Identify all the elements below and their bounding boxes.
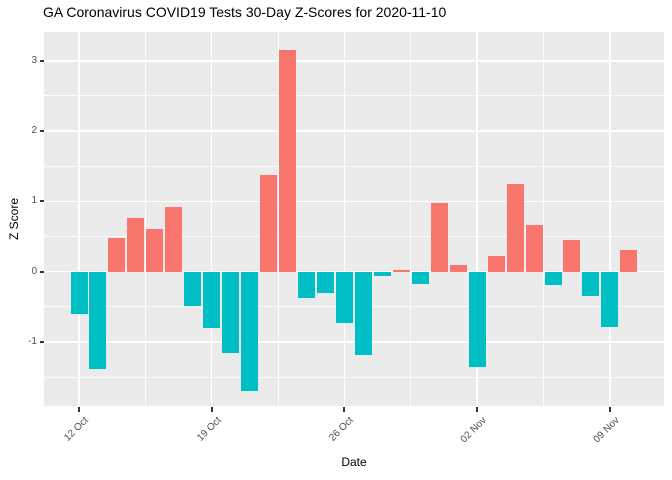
bar <box>411 271 429 285</box>
bar <box>601 271 619 327</box>
major-gridline-vertical <box>609 32 611 406</box>
x-axis-tick <box>210 407 213 412</box>
x-tick-label: 02 Nov <box>458 415 489 446</box>
minor-gridline-vertical <box>277 32 279 406</box>
bar <box>468 271 486 367</box>
plot-panel <box>44 32 664 406</box>
bar <box>184 271 202 307</box>
bar <box>165 207 183 272</box>
x-tick-label: 26 Oct <box>327 415 357 444</box>
y-tick-label: 3 <box>31 54 37 66</box>
major-gridline-vertical <box>210 32 213 406</box>
bar <box>620 249 638 272</box>
minor-gridline-vertical <box>144 32 146 406</box>
bar <box>70 271 88 314</box>
bar <box>392 270 410 272</box>
minor-gridline-horizontal <box>44 306 664 308</box>
y-axis-tick <box>40 270 44 273</box>
minor-gridline-vertical <box>543 32 545 406</box>
bar <box>525 225 543 272</box>
bar <box>127 218 145 272</box>
major-gridline-vertical <box>343 32 346 406</box>
y-axis-tick <box>40 59 44 62</box>
minor-gridline-horizontal <box>44 95 664 97</box>
y-tick-label: -1 <box>28 336 37 347</box>
major-gridline-horizontal <box>44 200 664 203</box>
major-gridline-horizontal <box>44 341 664 343</box>
x-axis-title: Date <box>341 455 367 469</box>
bar <box>354 271 372 356</box>
x-tick-label: 09 Nov <box>591 415 622 446</box>
y-tick-label: 1 <box>31 195 37 207</box>
bar <box>89 271 107 369</box>
x-axis-tick <box>343 407 346 412</box>
bar <box>316 271 334 294</box>
bar <box>222 271 240 354</box>
bar <box>241 271 259 392</box>
bar <box>108 237 126 272</box>
major-gridline-vertical <box>476 32 478 406</box>
bar <box>146 228 164 272</box>
minor-gridline-horizontal <box>44 376 664 378</box>
bar <box>298 271 316 299</box>
bar <box>506 183 524 272</box>
bar <box>203 271 221 328</box>
x-tick-label: 19 Oct <box>194 415 224 444</box>
minor-gridline-horizontal <box>44 165 664 167</box>
bar <box>544 271 562 286</box>
bar <box>449 265 467 272</box>
major-gridline-vertical <box>78 32 80 406</box>
y-axis-title: Z Score <box>7 198 21 241</box>
bar <box>335 271 353 323</box>
major-gridline-horizontal <box>44 60 664 62</box>
minor-gridline-vertical <box>410 32 412 406</box>
bar <box>373 271 391 276</box>
x-axis-tick <box>476 407 479 412</box>
bar <box>260 174 278 272</box>
bar <box>279 49 297 272</box>
major-gridline-horizontal <box>44 130 664 132</box>
y-axis-tick <box>40 130 44 133</box>
y-tick-label: 0 <box>31 265 37 277</box>
bar <box>487 256 505 272</box>
bar <box>430 202 448 272</box>
major-gridline-horizontal <box>44 270 664 273</box>
x-axis-tick <box>78 407 80 412</box>
y-axis-tick <box>40 200 44 203</box>
bar <box>582 271 600 296</box>
x-tick-label: 12 Oct <box>62 415 91 444</box>
bar <box>563 240 581 272</box>
chart-title: GA Coronavirus COVID19 Tests 30-Day Z-Sc… <box>43 4 447 20</box>
y-tick-label: 2 <box>31 125 37 137</box>
y-axis-tick <box>40 341 44 343</box>
x-axis-tick <box>608 407 611 412</box>
minor-gridline-horizontal <box>44 236 664 238</box>
